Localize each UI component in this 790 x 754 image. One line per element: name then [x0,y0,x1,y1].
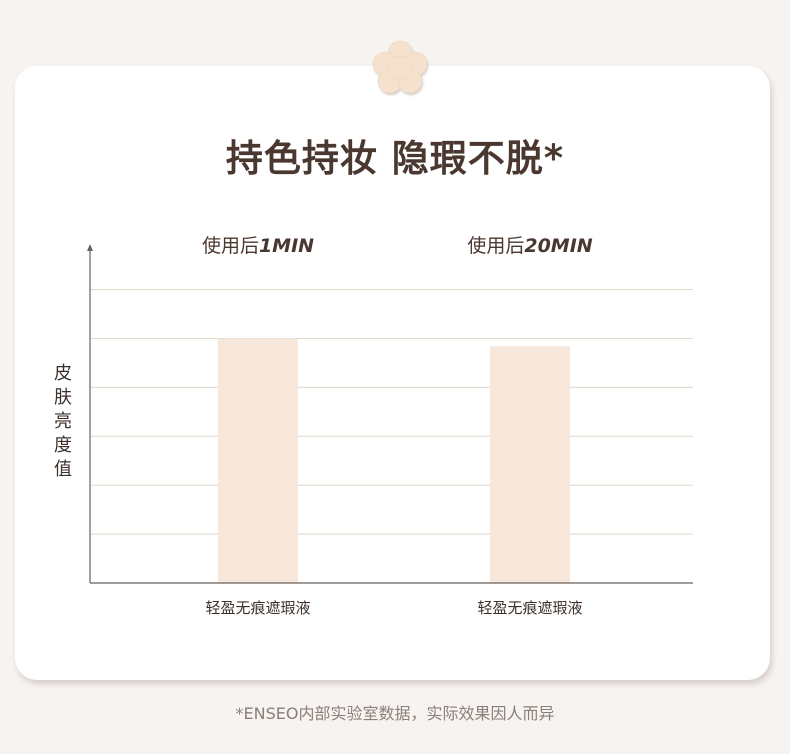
page-title: 持色持妆 隐瑕不脱* [225,137,565,180]
category-label: 轻盈无痕遮瑕液 [477,599,582,617]
flower-icon [372,40,428,94]
footnote: *ENSEO内部实验室数据，实际效果因人而异 [235,704,555,723]
y-axis-arrow-icon [87,244,93,251]
group-label: 使用后20MIN [467,235,592,257]
y-axis-label: 皮肤亮度值 [54,363,72,480]
group-label: 使用后1MIN [202,235,314,257]
content-card [15,66,770,680]
bar [490,346,570,583]
category-label: 轻盈无痕遮瑕液 [205,599,310,617]
bar [218,338,298,583]
